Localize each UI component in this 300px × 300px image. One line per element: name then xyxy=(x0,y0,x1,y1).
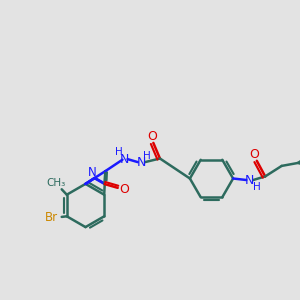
Text: N: N xyxy=(88,166,97,179)
Text: O: O xyxy=(147,130,157,143)
Text: H: H xyxy=(143,151,151,160)
Text: H: H xyxy=(115,147,122,157)
Text: O: O xyxy=(119,183,129,196)
Text: H: H xyxy=(253,182,260,192)
Text: Br: Br xyxy=(45,211,58,224)
Text: N: N xyxy=(245,173,254,187)
Text: O: O xyxy=(250,148,259,161)
Text: CH₃: CH₃ xyxy=(47,178,66,188)
Text: N: N xyxy=(119,153,129,166)
Text: N: N xyxy=(137,156,146,169)
